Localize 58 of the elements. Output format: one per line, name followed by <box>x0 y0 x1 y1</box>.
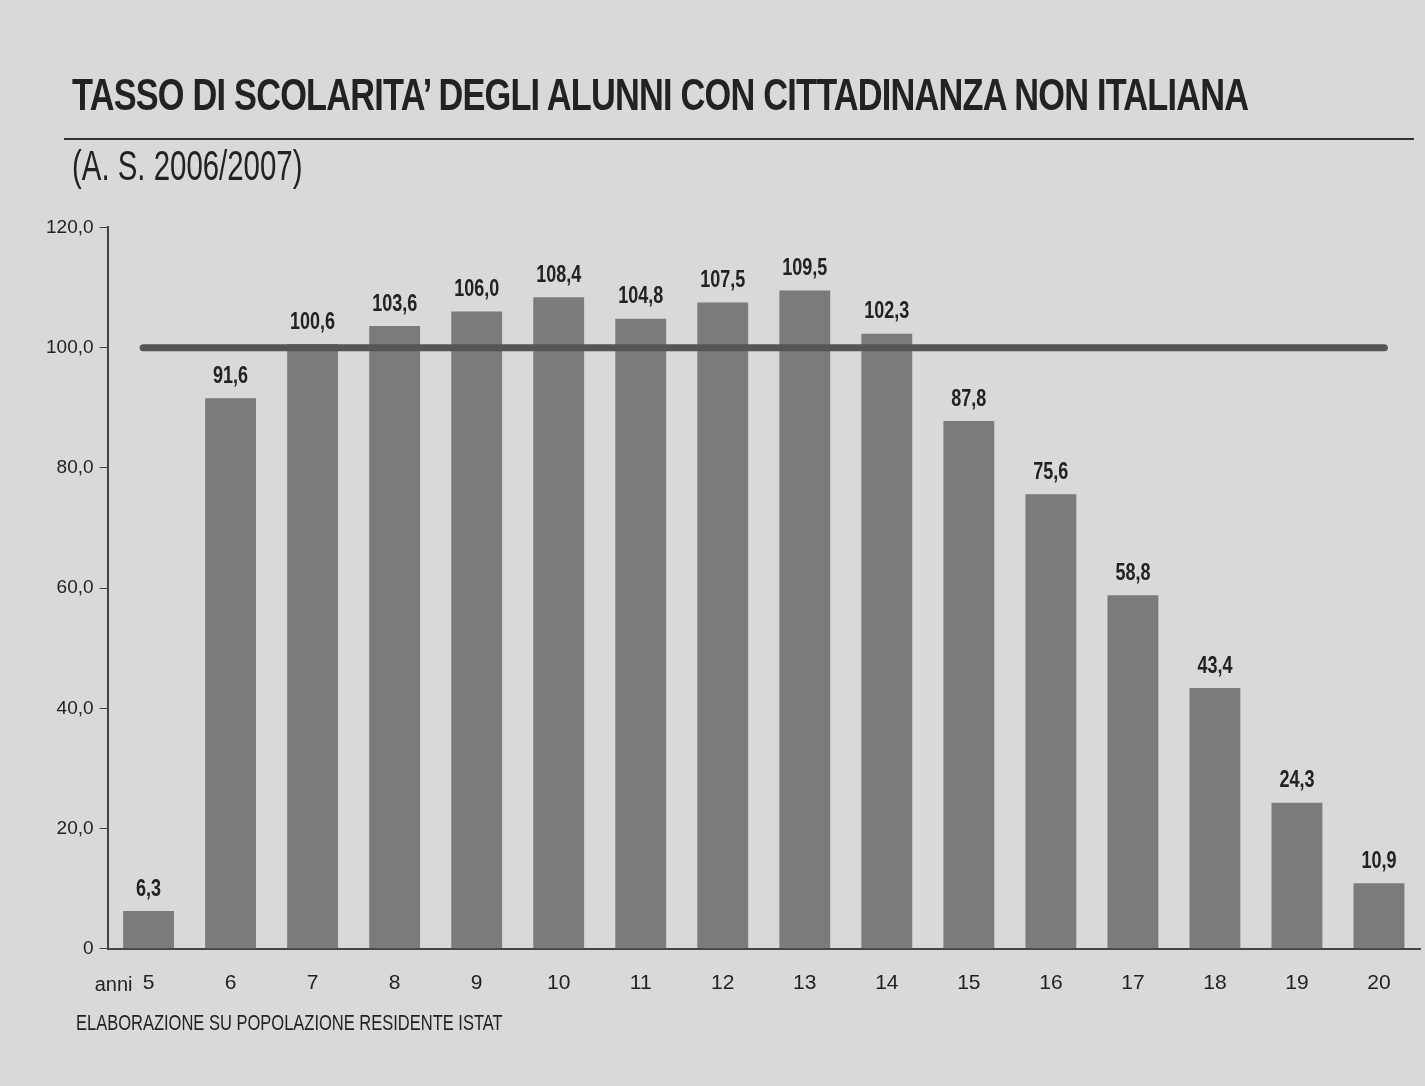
x-tick-label: 14 <box>875 970 899 994</box>
x-tick-label: 15 <box>957 970 981 994</box>
data-label: 103,6 <box>372 289 418 316</box>
chart-title: TASSO DI SCOLARITA’ DEGLI ALUNNI CON CITTADINANZA NON ITALIANA <box>72 70 1249 120</box>
x-tick-label: 6 <box>224 970 237 994</box>
y-tick-label: 100,0 <box>46 335 94 357</box>
data-label: 43,4 <box>1197 651 1233 678</box>
data-label: 106,0 <box>454 274 500 301</box>
x-tick-label: 16 <box>1039 970 1063 994</box>
x-axis-title: anni <box>94 973 133 996</box>
data-label: 102,3 <box>864 296 910 323</box>
data-label: 87,8 <box>951 384 987 411</box>
bar <box>861 333 913 949</box>
bar <box>1271 802 1323 949</box>
data-label: 108,4 <box>536 260 582 287</box>
bar <box>1353 883 1405 949</box>
data-label: 91,6 <box>213 361 249 388</box>
bar <box>533 297 585 949</box>
chart-subtitle: (A. S. 2006/2007) <box>72 142 303 190</box>
data-label: 24,3 <box>1279 765 1315 792</box>
data-label: 10,9 <box>1361 846 1397 873</box>
data-label: 6,3 <box>136 874 162 901</box>
x-tick-label: 7 <box>306 970 319 994</box>
text: ELABORAZIONE SU POPOLAZIONE RESIDENTE ISTAT <box>76 1010 503 1036</box>
y-tick-label: 120,0 <box>46 215 94 237</box>
x-tick-label: 8 <box>388 970 401 994</box>
y-tick-label: 40,0 <box>56 696 94 718</box>
data-label: 58,8 <box>1115 558 1151 585</box>
y-tick-label: 80,0 <box>56 456 94 478</box>
bar <box>451 311 503 949</box>
data-label: 100,6 <box>290 307 336 334</box>
x-tick-label: 20 <box>1367 970 1391 994</box>
bar <box>779 290 831 949</box>
x-tick-label: 10 <box>547 970 571 994</box>
bar <box>615 318 667 949</box>
bar <box>697 302 749 949</box>
y-tick-label: 20,0 <box>56 816 94 838</box>
data-label: 104,8 <box>618 281 664 308</box>
bar <box>369 325 421 949</box>
data-label: 109,5 <box>782 253 828 280</box>
data-label: 75,6 <box>1033 457 1069 484</box>
bar <box>1107 595 1159 949</box>
y-tick-label: 60,0 <box>56 576 94 598</box>
x-tick-label: 9 <box>470 970 483 994</box>
bar <box>1025 494 1077 949</box>
bar <box>205 398 257 949</box>
x-tick-label: 18 <box>1203 970 1227 994</box>
x-tick-label: 17 <box>1121 970 1145 994</box>
x-tick-label: 11 <box>629 970 652 994</box>
x-tick-label: 12 <box>711 970 735 994</box>
x-tick-label: 5 <box>142 970 155 994</box>
y-tick-label: 0 <box>82 937 94 959</box>
x-tick-label: 19 <box>1285 970 1309 994</box>
data-label: 107,5 <box>700 265 746 292</box>
x-tick-label: 13 <box>793 970 817 994</box>
bar <box>123 910 174 949</box>
bar <box>943 420 995 949</box>
bar <box>1189 687 1241 949</box>
